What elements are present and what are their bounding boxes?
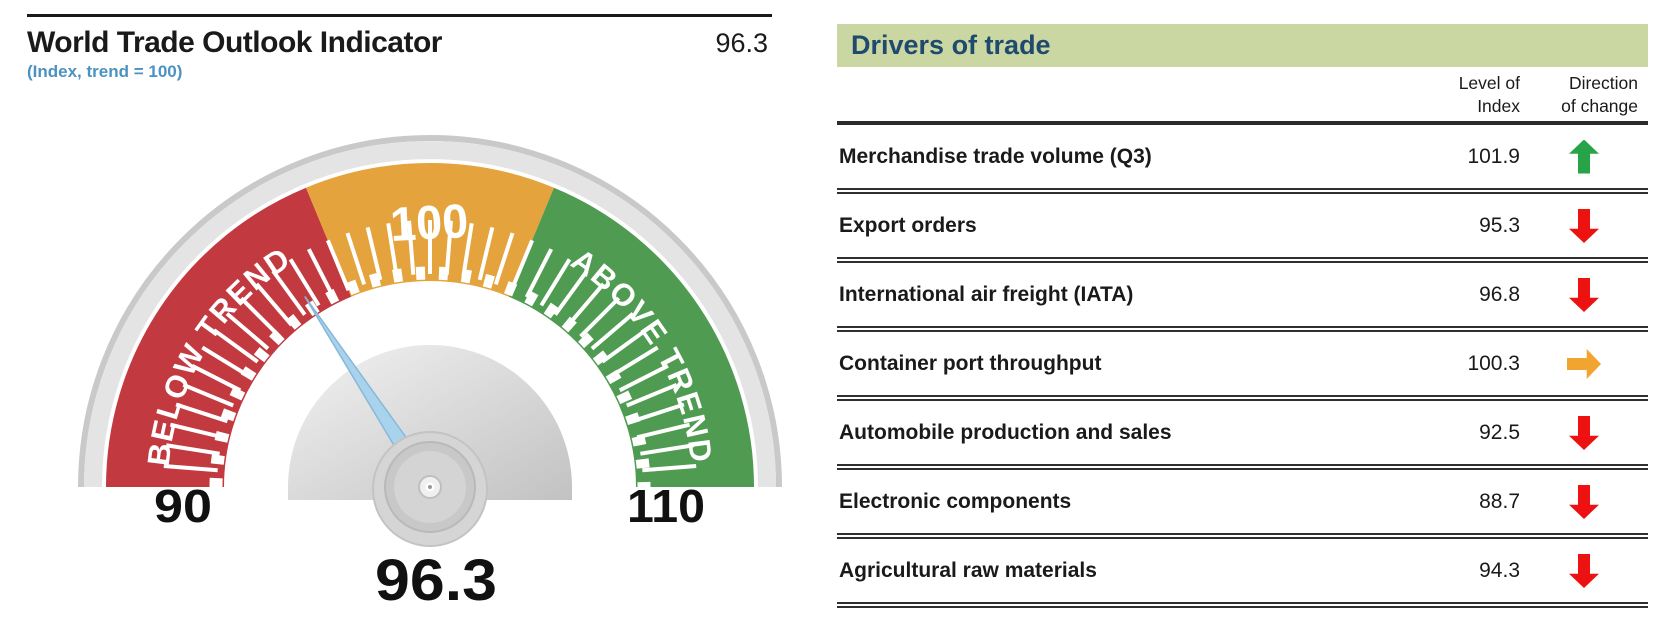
direction-arrow <box>1569 554 1599 588</box>
header-rule <box>837 121 1648 125</box>
gauge-center-label: 100 <box>389 195 470 252</box>
gauge-ticks <box>163 220 697 473</box>
drivers-header: Drivers of trade <box>837 24 1648 67</box>
gauge-hub-pin-dot <box>428 485 432 489</box>
direction-arrow <box>1567 349 1601 379</box>
direction-arrow <box>1569 139 1599 174</box>
driver-value: 101.9 <box>1467 144 1520 168</box>
gauge-max-label: 110 <box>627 480 705 532</box>
direction-arrow <box>1569 278 1599 312</box>
driver-value: 88.7 <box>1479 489 1520 513</box>
table-row: Automobile production and sales 92.5 <box>837 401 1648 470</box>
driver-label: Automobile production and sales <box>839 420 1172 444</box>
direction-arrow <box>1569 209 1599 243</box>
gauge-title-row: World Trade Outlook Indicator 96.3 <box>27 14 772 60</box>
table-row: Agricultural raw materials 94.3 <box>837 539 1648 608</box>
driver-value: 92.5 <box>1479 420 1520 444</box>
headline-index-value: 96.3 <box>715 28 768 58</box>
direction-arrow <box>1569 485 1599 519</box>
drivers-table: Merchandise trade volume (Q3) 101.9 Expo… <box>837 125 1648 608</box>
driver-label: Container port throughput <box>839 351 1102 375</box>
driver-label: Electronic components <box>839 489 1072 513</box>
gauge-value-label: 96.3 <box>375 548 497 613</box>
driver-value: 95.3 <box>1479 213 1520 237</box>
table-row: Export orders 95.3 <box>837 194 1648 263</box>
driver-label: Merchandise trade volume (Q3) <box>839 144 1152 168</box>
gauge-chart: 100 BELOW TREND ABOVE TREND 90 110 96.3 <box>78 135 782 613</box>
driver-label: Agricultural raw materials <box>839 558 1097 582</box>
gauge-rim-outer-edge <box>78 135 782 488</box>
table-row: Container port throughput 100.3 <box>837 332 1648 401</box>
column-header-direction-of-change: Direction of change <box>1561 73 1638 116</box>
table-row: Merchandise trade volume (Q3) 101.9 <box>837 125 1648 194</box>
driver-value: 94.3 <box>1479 558 1520 582</box>
table-row: Electronic components 88.7 <box>837 470 1648 539</box>
driver-label: International air freight (IATA) <box>839 282 1134 306</box>
direction-arrow <box>1569 416 1599 450</box>
gauge-rim <box>84 141 776 488</box>
gauge-min-label: 90 <box>154 480 212 532</box>
driver-label: Export orders <box>839 213 977 237</box>
column-header-level-of-index: Level of Index <box>1458 73 1520 116</box>
page-title: World Trade Outlook Indicator <box>27 26 442 59</box>
column-headers: Level of Index Direction of change <box>837 72 1648 120</box>
driver-value: 100.3 <box>1467 351 1520 375</box>
gauge-subtitle: (Index, trend = 100) <box>27 62 183 81</box>
drivers-panel: Drivers of trade Level of Index Directio… <box>837 0 1648 634</box>
driver-value: 96.8 <box>1479 282 1520 306</box>
table-row: International air freight (IATA) 96.8 <box>837 263 1648 332</box>
